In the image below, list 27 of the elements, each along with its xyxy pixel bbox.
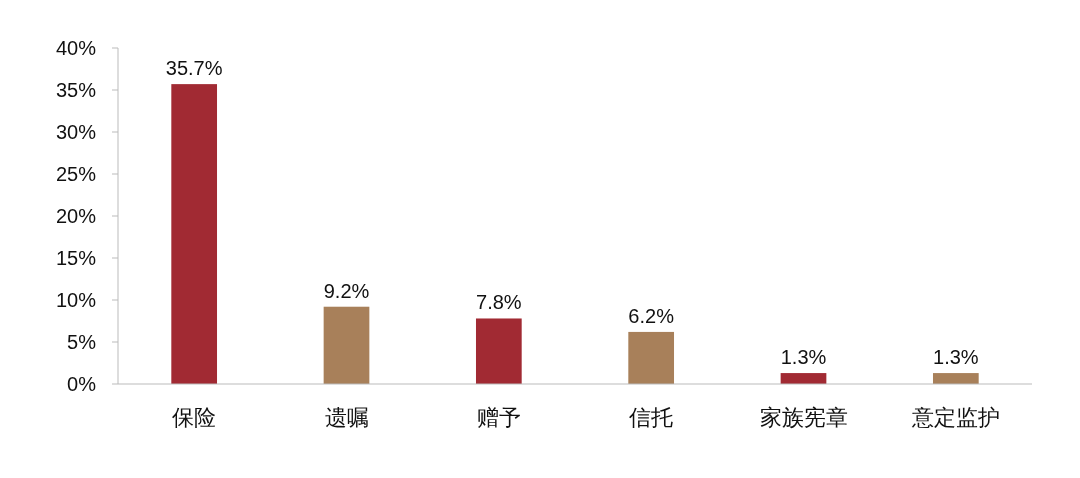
y-tick-label: 35%: [55, 79, 97, 101]
y-tick-label: 30%: [55, 121, 97, 143]
x-tick-label: 家族宪章: [759, 405, 848, 430]
y-tick-label: 0%: [67, 373, 97, 395]
x-tick-label: 信托: [629, 405, 674, 430]
x-tick-label: 意定监护: [910, 405, 1000, 430]
y-tick-label: 40%: [55, 37, 97, 59]
x-tick-label: 遗嘱: [324, 405, 369, 430]
y-tick-label: 20%: [55, 205, 97, 227]
data-label: 35.7%: [165, 57, 223, 80]
data-label: 1.3%: [933, 346, 979, 369]
data-label: 6.2%: [628, 304, 675, 327]
bar: [780, 373, 827, 384]
y-tick-label: 25%: [55, 163, 97, 185]
x-tick-label: 保险: [172, 405, 217, 430]
data-label: 7.8%: [476, 291, 522, 314]
bar: [171, 84, 218, 384]
y-tick-label: 10%: [55, 289, 97, 311]
data-label: 1.3%: [780, 346, 827, 369]
bar: [475, 318, 522, 384]
bar: [323, 306, 370, 384]
x-tick-label: 赠予: [476, 405, 521, 430]
bar: [628, 331, 675, 384]
y-tick-label: 15%: [55, 247, 97, 269]
data-label: 9.2%: [323, 279, 370, 302]
y-tick-label: 5%: [67, 331, 97, 353]
bar: [932, 373, 979, 384]
